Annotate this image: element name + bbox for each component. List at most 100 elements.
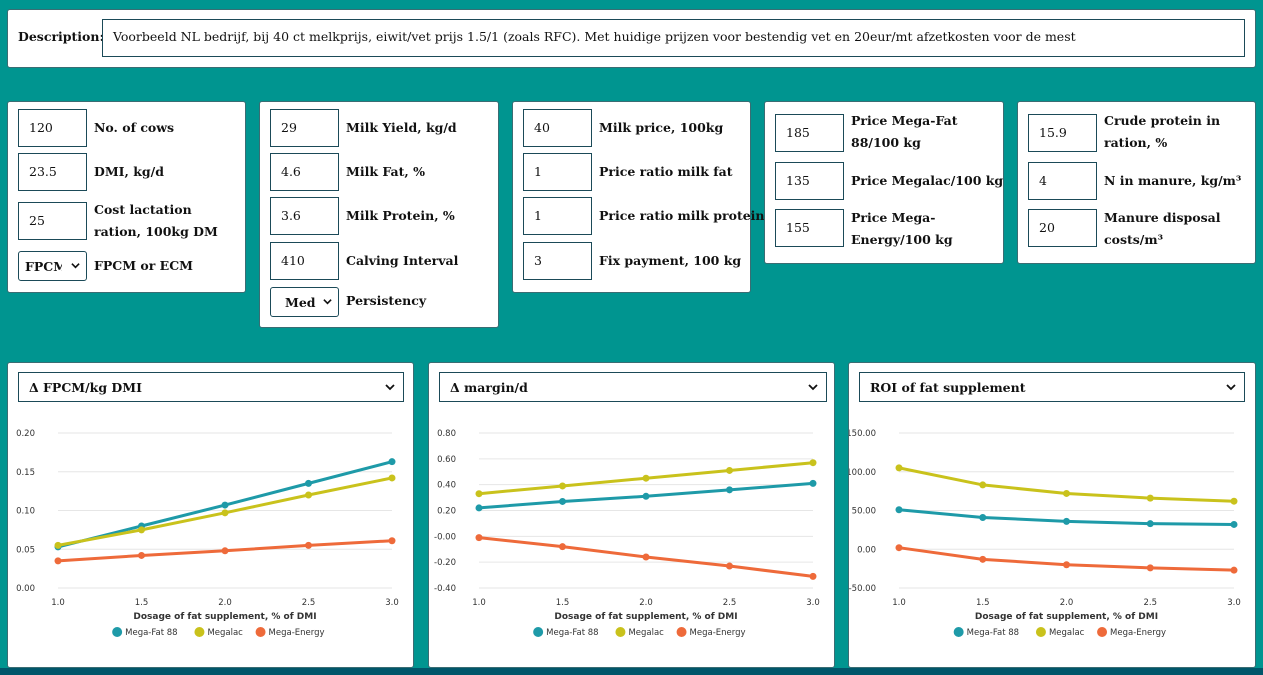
crude-protein-input[interactable]: 15.9 [1028, 114, 1097, 152]
y-tick-label: 0.80 [437, 429, 456, 439]
x-tick-label: 3.0 [806, 598, 820, 608]
milk-price-input[interactable]: 40 [523, 109, 592, 147]
data-point[interactable] [388, 458, 396, 466]
calving-interval-input[interactable]: 410 [270, 242, 339, 280]
y-tick-label: 0.15 [16, 468, 35, 478]
milk-fat-input[interactable]: 4.6 [270, 153, 339, 191]
data-point[interactable] [559, 482, 566, 490]
milk-yield-input[interactable]: 29 [270, 109, 339, 147]
data-point[interactable] [388, 537, 396, 545]
data-point[interactable] [726, 562, 733, 570]
legend-label[interactable]: Megalac [1049, 628, 1085, 638]
legend-label[interactable]: Megalac [207, 628, 243, 638]
data-point[interactable] [1230, 497, 1238, 505]
fpcm-select-value: FPCM [25, 259, 62, 274]
data-point[interactable] [809, 479, 817, 487]
data-point[interactable] [809, 459, 817, 467]
y-tick-label: 0.00 [857, 545, 876, 555]
data-point[interactable] [809, 572, 817, 580]
data-point[interactable] [54, 557, 62, 565]
data-point[interactable] [559, 497, 566, 505]
data-point[interactable] [475, 504, 483, 512]
data-point[interactable] [305, 479, 312, 487]
data-point[interactable] [642, 474, 650, 482]
x-tick-label: 1.5 [976, 598, 990, 608]
data-point[interactable] [138, 526, 145, 534]
legend-marker[interactable] [1035, 627, 1046, 637]
data-point[interactable] [895, 506, 903, 514]
legend-marker[interactable] [676, 627, 687, 637]
price-megaenergy-input[interactable]: 155 [775, 209, 844, 247]
manure-disposal-input[interactable]: 20 [1028, 209, 1097, 247]
data-point[interactable] [979, 481, 987, 489]
data-point[interactable] [979, 555, 987, 563]
chart-metric-select[interactable]: Δ margin/d [439, 372, 827, 402]
price-ratio-fat-input[interactable]: 1 [523, 153, 592, 191]
legend-label[interactable]: Mega-Fat 88 [967, 628, 1019, 638]
chevron-down-icon [71, 263, 80, 269]
data-point[interactable] [138, 551, 145, 559]
milk-protein-label: Milk Protein, % [346, 208, 455, 223]
x-tick-label: 3.0 [385, 598, 399, 608]
data-point[interactable] [726, 466, 733, 474]
milk-protein-input[interactable]: 3.6 [270, 197, 339, 235]
chart-metric-select-value: Δ margin/d [450, 380, 528, 395]
chart-metric-select[interactable]: ROI of fat supplement [859, 372, 1245, 402]
legend-marker[interactable] [194, 627, 205, 637]
data-point[interactable] [1063, 489, 1070, 497]
data-point[interactable] [388, 474, 396, 482]
data-point[interactable] [305, 491, 312, 499]
data-point[interactable] [642, 553, 650, 561]
legend-label[interactable]: Mega-Energy [1110, 628, 1166, 638]
data-point[interactable] [895, 464, 903, 472]
data-point[interactable] [1146, 564, 1154, 572]
data-point[interactable] [1230, 520, 1238, 528]
legend-marker[interactable] [533, 627, 544, 637]
description-label: Description: [18, 29, 105, 44]
legend-marker[interactable] [1097, 627, 1108, 637]
price-megafat-label: Price Mega-Fat 88/100 kg [851, 113, 958, 150]
data-point[interactable] [475, 534, 483, 542]
legend-marker[interactable] [615, 627, 626, 637]
legend-marker[interactable] [255, 627, 266, 637]
data-point[interactable] [979, 513, 987, 521]
fix-payment-input[interactable]: 3 [523, 242, 592, 280]
data-point[interactable] [305, 541, 312, 549]
data-point[interactable] [475, 490, 483, 498]
persistency-select[interactable]: Med [270, 287, 339, 317]
legend-marker[interactable] [953, 627, 964, 637]
data-point[interactable] [1063, 561, 1070, 569]
data-point[interactable] [642, 492, 650, 500]
data-point[interactable] [221, 547, 229, 555]
data-point[interactable] [895, 544, 903, 552]
legend-marker[interactable] [112, 627, 123, 637]
price-megalac-input[interactable]: 135 [775, 162, 844, 200]
chart-metric-select-value: ROI of fat supplement [870, 380, 1026, 395]
data-point[interactable] [221, 509, 229, 517]
data-point[interactable] [221, 501, 229, 509]
x-tick-label: 3.0 [1227, 598, 1241, 608]
legend-label[interactable]: Mega-Energy [269, 628, 325, 638]
dmi-input[interactable]: 23.5 [18, 153, 87, 191]
persistency-label: Persistency [346, 293, 427, 308]
description-input[interactable]: Voorbeeld NL bedrijf, bij 40 ct melkprij… [102, 19, 1245, 57]
legend-label[interactable]: Megalac [628, 628, 664, 638]
data-point[interactable] [1146, 520, 1154, 528]
legend-label[interactable]: Mega-Energy [690, 628, 746, 638]
data-point[interactable] [726, 486, 733, 494]
data-point[interactable] [559, 543, 566, 551]
data-point[interactable] [54, 541, 62, 549]
fpcm-select[interactable]: FPCM [18, 251, 87, 281]
data-point[interactable] [1063, 517, 1070, 525]
price-ratio-protein-input[interactable]: 1 [523, 197, 592, 235]
data-point[interactable] [1146, 494, 1154, 502]
legend-label[interactable]: Mega-Fat 88 [125, 628, 177, 638]
data-point[interactable] [1230, 566, 1238, 574]
cows-input[interactable]: 120 [18, 109, 87, 147]
n-manure-input[interactable]: 4 [1028, 162, 1097, 200]
price-megafat-input[interactable]: 185 [775, 114, 844, 152]
x-tick-label: 1.0 [472, 598, 486, 608]
chart-metric-select[interactable]: Δ FPCM/kg DMI [18, 372, 404, 402]
legend-label[interactable]: Mega-Fat 88 [546, 628, 598, 638]
cost-ration-input[interactable]: 25 [18, 202, 87, 240]
